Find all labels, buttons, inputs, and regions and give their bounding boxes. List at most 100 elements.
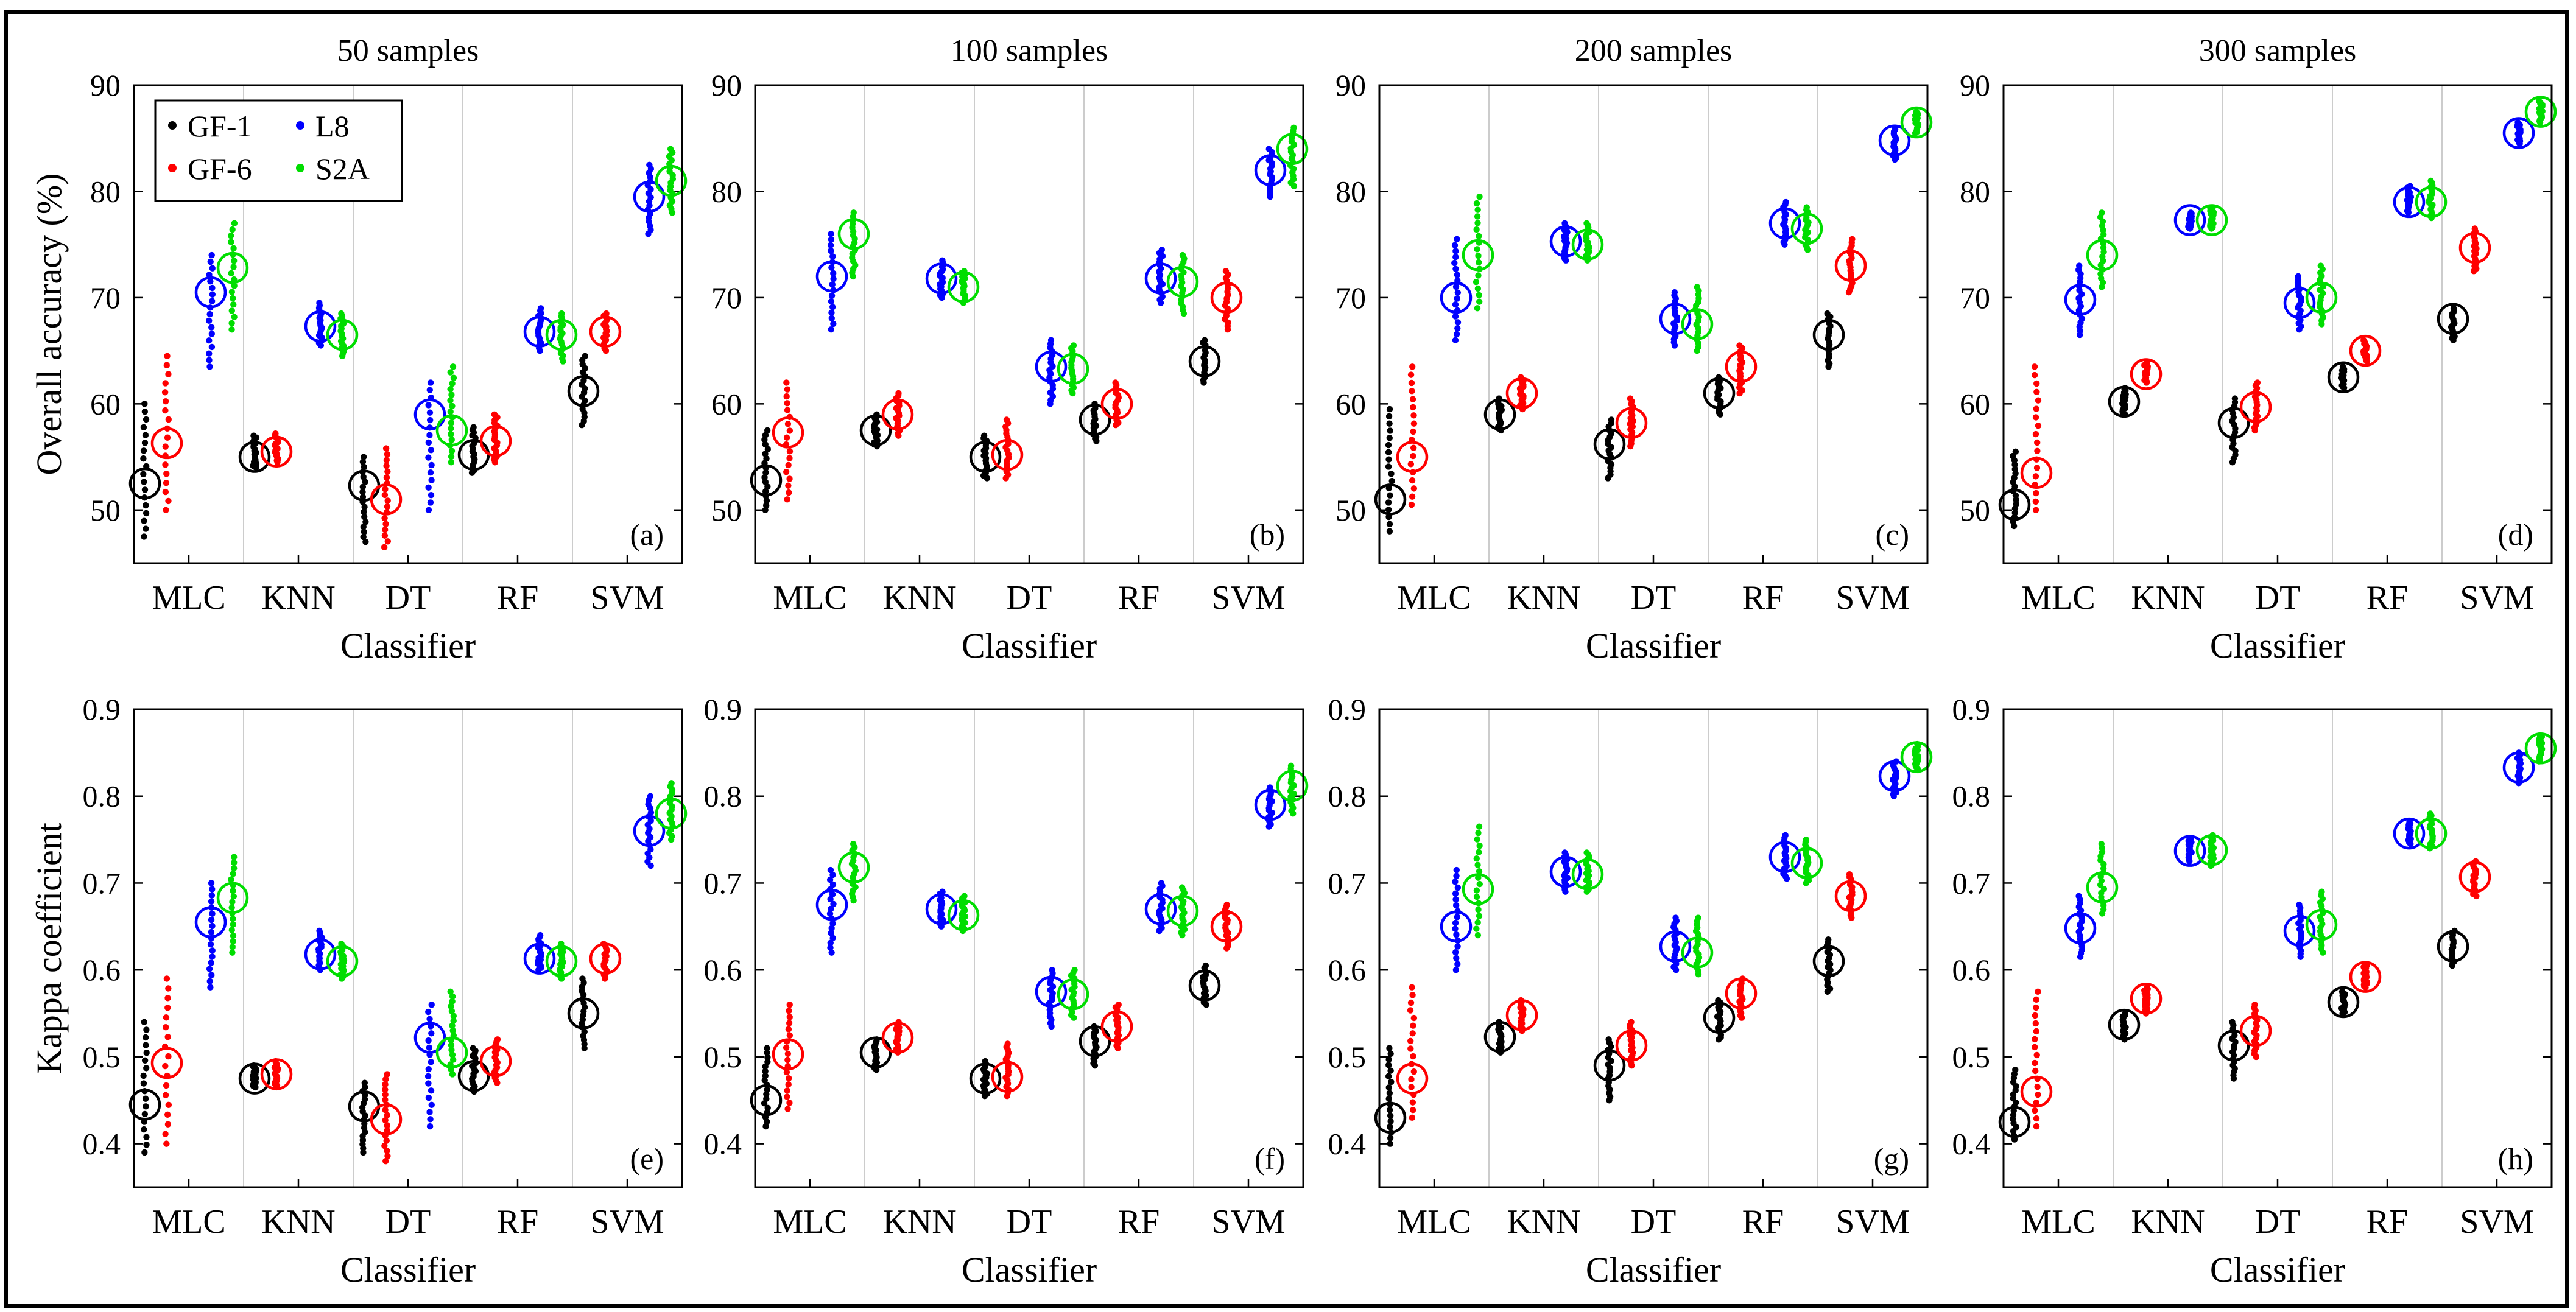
y-tick-label: 0.9	[1328, 692, 1367, 726]
run-point	[1386, 1107, 1393, 1114]
run-point	[1454, 236, 1460, 243]
run-point	[1454, 295, 1460, 302]
run-point	[828, 930, 834, 936]
run-point	[428, 447, 435, 454]
mean-marker	[1079, 1025, 1111, 1058]
run-point	[448, 391, 455, 398]
run-point	[447, 386, 454, 393]
mean-marker	[1374, 483, 1407, 516]
mean-marker	[589, 942, 622, 975]
mean-marker	[150, 1047, 183, 1079]
run-point	[1694, 284, 1701, 290]
run-point	[2075, 893, 2082, 900]
run-point	[1475, 874, 1482, 881]
run-point	[206, 337, 213, 344]
run-point	[2187, 209, 2194, 216]
run-point	[1408, 501, 1415, 508]
run-point	[1409, 493, 1416, 500]
run-point	[1410, 1022, 1416, 1029]
run-point	[1474, 213, 1481, 220]
run-point	[1385, 463, 1392, 470]
run-point	[425, 439, 432, 446]
run-point	[141, 1110, 149, 1118]
run-point	[829, 935, 836, 941]
run-point	[2033, 1004, 2039, 1011]
run-point	[165, 1053, 172, 1060]
run-point	[828, 292, 836, 300]
mean-marker	[772, 416, 804, 449]
run-point	[2034, 439, 2041, 446]
x-tick-label: MLC	[2021, 1203, 2095, 1241]
mean-marker	[2349, 961, 2382, 993]
run-point	[667, 146, 674, 152]
y-tick-label: 0.8	[704, 779, 742, 813]
run-point	[764, 446, 772, 452]
run-point	[209, 886, 216, 893]
mean-marker	[150, 427, 183, 460]
run-point	[2033, 489, 2039, 497]
run-point	[1736, 342, 1743, 349]
run-point	[206, 317, 213, 324]
run-point	[163, 1014, 170, 1021]
run-point	[2033, 380, 2040, 387]
run-point	[359, 494, 367, 500]
axes-frame	[2002, 84, 2553, 564]
y-tick-label: 50	[711, 493, 742, 527]
mean-marker	[413, 1022, 446, 1054]
run-point	[2318, 888, 2325, 895]
legend-item: GF-6	[168, 152, 252, 186]
run-point	[208, 898, 215, 905]
mean-marker	[1834, 250, 1867, 282]
run-point	[1112, 379, 1119, 386]
run-point	[141, 1019, 147, 1026]
run-point	[1608, 416, 1615, 423]
run-point	[1178, 884, 1186, 891]
x-tick-label: KNN	[2131, 579, 2205, 617]
run-point	[450, 1017, 457, 1024]
y-tick-label: 60	[90, 387, 121, 421]
panel-g: 0.4 0.5 0.6 0.7 0.8 0.9 MLC KNN DT RF SVM (g) Classi…	[1328, 692, 1933, 1289]
run-point	[163, 1140, 170, 1147]
run-point	[828, 925, 835, 931]
run-point	[164, 434, 171, 441]
legend-item: S2A	[296, 152, 370, 186]
x-axis-label: Classifier	[962, 626, 1097, 665]
run-point	[230, 921, 236, 928]
run-point	[828, 326, 834, 333]
run-point	[427, 499, 434, 506]
mean-marker	[1100, 1010, 1133, 1043]
mean-marker	[2195, 204, 2228, 236]
legend: GF-1 GF-6 L8 S2A	[154, 99, 403, 202]
run-point	[786, 1020, 793, 1026]
run-point	[2031, 363, 2038, 370]
run-point	[1452, 248, 1459, 254]
mean-marker	[2283, 287, 2316, 319]
mean-marker	[1790, 847, 1823, 879]
mean-marker	[2130, 983, 2163, 1015]
run-point	[1387, 1140, 1393, 1147]
run-point	[164, 353, 171, 360]
run-point	[1004, 1040, 1011, 1047]
legend-marker	[168, 121, 177, 130]
run-point	[786, 1014, 793, 1020]
run-point	[1451, 259, 1458, 267]
run-point	[1387, 1050, 1394, 1058]
run-point	[785, 461, 792, 469]
run-point	[1454, 324, 1461, 332]
run-point	[2032, 498, 2039, 505]
run-point	[142, 432, 149, 438]
y-tick-label: 90	[1960, 68, 1990, 102]
run-point	[1476, 193, 1483, 200]
legend-label: GF-1	[188, 109, 252, 143]
run-point	[428, 1059, 434, 1065]
mean-marker	[413, 398, 446, 431]
run-point	[1387, 1118, 1394, 1124]
run-point	[1473, 226, 1480, 233]
run-point	[382, 1081, 389, 1088]
run-point	[425, 484, 432, 491]
run-point	[1410, 420, 1418, 427]
run-point	[1454, 272, 1461, 278]
legend-item: L8	[296, 109, 350, 143]
x-tick-label: DT	[2255, 1203, 2301, 1241]
run-point	[1408, 1084, 1415, 1090]
